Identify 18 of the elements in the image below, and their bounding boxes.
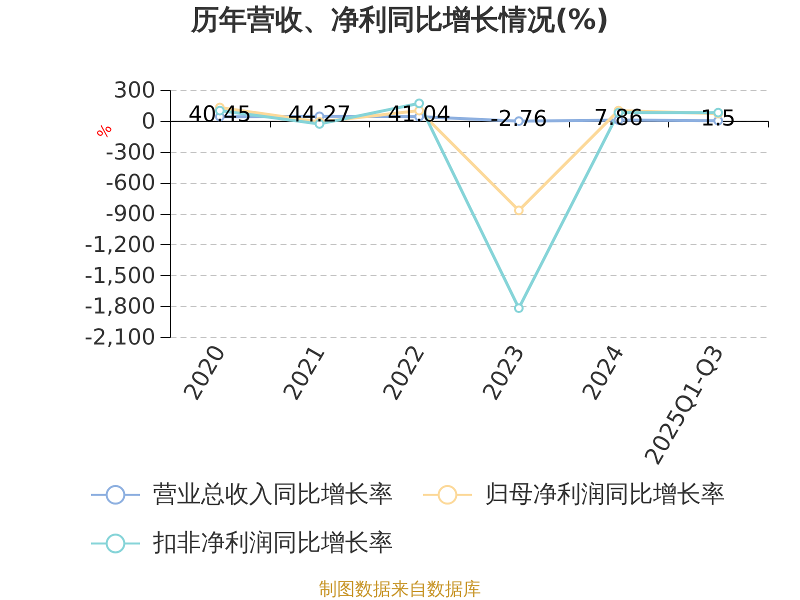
data-label: 1.5 — [700, 106, 736, 132]
text: 制图数据来自数据库 — [319, 579, 481, 600]
chart-title: 历年营收、净利同比增长情况(%) — [190, 3, 609, 36]
y-tick-label: -900 — [106, 202, 156, 227]
y-tick-label: -1,800 — [84, 294, 156, 320]
y-tick-label: -1,500 — [84, 264, 156, 289]
legend-label: 营业总收入同比增长率 — [153, 480, 393, 508]
legend-label: 扣非净利润同比增长率 — [152, 528, 393, 556]
y-axis-title: % — [93, 120, 116, 142]
y-tick-label: 0 — [142, 109, 156, 134]
y-tick-label: -1,200 — [84, 232, 156, 258]
y-tick-label: 300 — [114, 78, 156, 104]
y-tick-label: -2,100 — [84, 326, 156, 350]
data-label: 44.27 — [288, 102, 351, 128]
legend-label: 归母净利润同比增长率 — [485, 480, 725, 508]
y-tick-label: -600 — [106, 171, 156, 196]
data-label: -2.76 — [490, 107, 548, 132]
y-tick-label: -300 — [106, 140, 156, 166]
